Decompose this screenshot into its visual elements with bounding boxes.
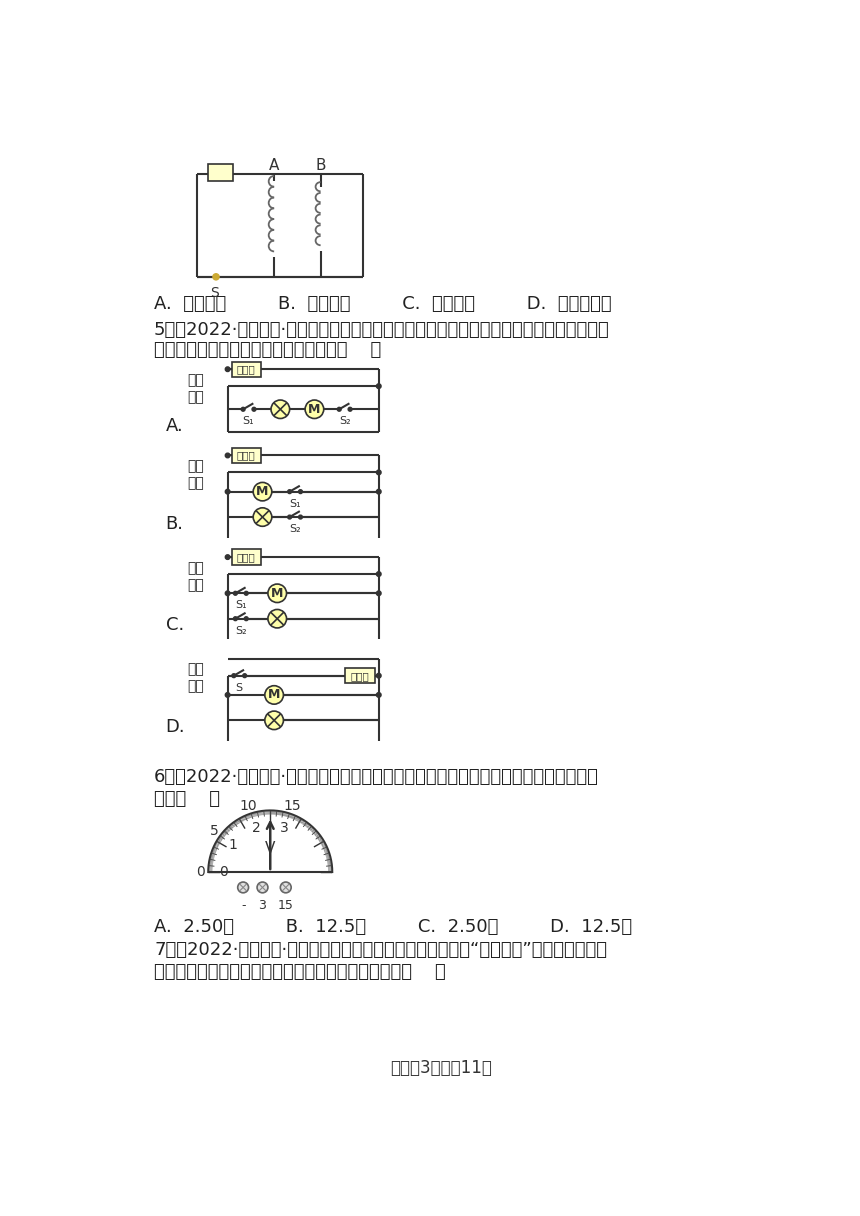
Circle shape <box>377 384 381 388</box>
Text: 1: 1 <box>228 838 237 852</box>
Circle shape <box>241 407 245 411</box>
Circle shape <box>253 508 272 527</box>
Text: M: M <box>256 485 268 499</box>
Text: 5．（2022·浙江丽水·中考真题）某油烟机具有排气和照明的功能，这两种功能既可单独、: 5．（2022·浙江丽水·中考真题）某油烟机具有排气和照明的功能，这两种功能既可… <box>154 321 610 339</box>
Circle shape <box>252 407 256 411</box>
Bar <box>346 668 375 683</box>
Text: 也可同时使用。下列电路符合要求的是（    ）: 也可同时使用。下列电路符合要求的是（ ） <box>154 342 381 360</box>
Text: 0: 0 <box>196 865 205 879</box>
Circle shape <box>233 591 237 595</box>
Circle shape <box>280 882 292 893</box>
Text: 7．（2022·浙江台州·中考真题）某同学做了一个如图所示的“魔法火炰”实验：加热铅笔: 7．（2022·浙江台州·中考真题）某同学做了一个如图所示的“魔法火炰”实验：加… <box>154 941 607 959</box>
Text: S₁: S₁ <box>243 416 255 426</box>
Text: D.: D. <box>166 717 185 736</box>
Circle shape <box>288 490 292 494</box>
Circle shape <box>377 572 381 576</box>
Text: -: - <box>241 899 245 912</box>
Text: A.  2.50伏         B.  12.5伏         C.  2.50安         D.  12.5安: A. 2.50伏 B. 12.5伏 C. 2.50安 D. 12.5安 <box>154 918 632 936</box>
Text: 3: 3 <box>259 899 267 912</box>
Text: B.: B. <box>166 514 184 533</box>
Circle shape <box>225 489 230 494</box>
Text: 零线: 零线 <box>187 680 204 693</box>
Circle shape <box>271 400 290 418</box>
Circle shape <box>377 471 381 474</box>
Circle shape <box>225 693 230 697</box>
Text: 保险丝: 保险丝 <box>351 671 370 681</box>
Circle shape <box>377 674 381 679</box>
Circle shape <box>244 617 249 620</box>
Bar <box>231 447 261 463</box>
Text: M: M <box>308 402 321 416</box>
Circle shape <box>377 489 381 494</box>
Text: S₂: S₂ <box>235 625 247 636</box>
Text: V: V <box>265 841 275 856</box>
Text: 2: 2 <box>251 821 261 835</box>
Text: 保险丝: 保险丝 <box>237 450 255 461</box>
Text: 10: 10 <box>240 799 257 814</box>
Text: 保险丝: 保险丝 <box>237 552 255 562</box>
Text: S₁: S₁ <box>289 499 301 508</box>
Text: 0: 0 <box>219 865 228 879</box>
Text: 6．（2022·浙江台州·中考真题）某次实验时，电表的接线和指针的位置如图所示，其示: 6．（2022·浙江台州·中考真题）某次实验时，电表的接线和指针的位置如图所示，… <box>154 769 599 786</box>
Circle shape <box>225 554 230 559</box>
Text: 15: 15 <box>283 799 301 814</box>
Circle shape <box>244 591 249 595</box>
Circle shape <box>225 367 230 372</box>
Text: 保险丝: 保险丝 <box>237 365 255 375</box>
Circle shape <box>232 674 236 677</box>
Circle shape <box>377 591 381 596</box>
Circle shape <box>225 454 230 457</box>
Text: 3: 3 <box>280 821 289 835</box>
Circle shape <box>305 400 323 418</box>
Text: S: S <box>210 286 218 300</box>
Circle shape <box>213 274 219 280</box>
Text: 火线: 火线 <box>187 663 204 676</box>
Text: 5: 5 <box>210 824 218 838</box>
Circle shape <box>265 711 284 730</box>
Bar <box>231 361 261 377</box>
Text: B: B <box>316 158 326 174</box>
Text: 芚时，小灯泡慢慢亮了起来！下列有关判断正确的是（    ）: 芚时，小灯泡慢慢亮了起来！下列有关判断正确的是（ ） <box>154 963 445 981</box>
Text: 零线: 零线 <box>187 390 204 404</box>
Text: 零线: 零线 <box>187 477 204 490</box>
Circle shape <box>265 686 284 704</box>
Bar <box>208 164 233 181</box>
Text: 试卷第3页，共11页: 试卷第3页，共11页 <box>390 1059 492 1077</box>
Text: C.: C. <box>166 617 184 635</box>
Circle shape <box>337 407 341 411</box>
Text: 火线: 火线 <box>187 460 204 473</box>
Text: S₂: S₂ <box>339 416 351 426</box>
Text: M: M <box>271 587 284 599</box>
Text: A.  电流大小         B.  线圈匡数         C.  电流方向         D.  电磁铁极性: A. 电流大小 B. 线圈匡数 C. 电流方向 D. 电磁铁极性 <box>154 294 611 313</box>
Circle shape <box>268 584 286 603</box>
Text: 火线: 火线 <box>187 373 204 387</box>
Circle shape <box>237 882 249 893</box>
Circle shape <box>233 617 237 620</box>
Circle shape <box>257 882 268 893</box>
Text: S₂: S₂ <box>289 524 301 534</box>
Text: A: A <box>269 158 280 174</box>
Circle shape <box>243 674 247 677</box>
Circle shape <box>298 490 303 494</box>
Text: 零线: 零线 <box>187 578 204 592</box>
Text: 数为（    ）: 数为（ ） <box>154 789 220 807</box>
Circle shape <box>298 516 303 519</box>
Bar <box>231 550 261 564</box>
Text: S₁: S₁ <box>235 601 247 610</box>
Text: M: M <box>268 688 280 702</box>
Text: 火线: 火线 <box>187 561 204 575</box>
Text: 15: 15 <box>278 899 293 912</box>
Circle shape <box>225 591 230 596</box>
Circle shape <box>348 407 352 411</box>
Circle shape <box>253 483 272 501</box>
Text: S: S <box>236 682 243 693</box>
Circle shape <box>377 693 381 697</box>
Text: A.: A. <box>166 417 183 435</box>
Circle shape <box>288 516 292 519</box>
Circle shape <box>268 609 286 627</box>
